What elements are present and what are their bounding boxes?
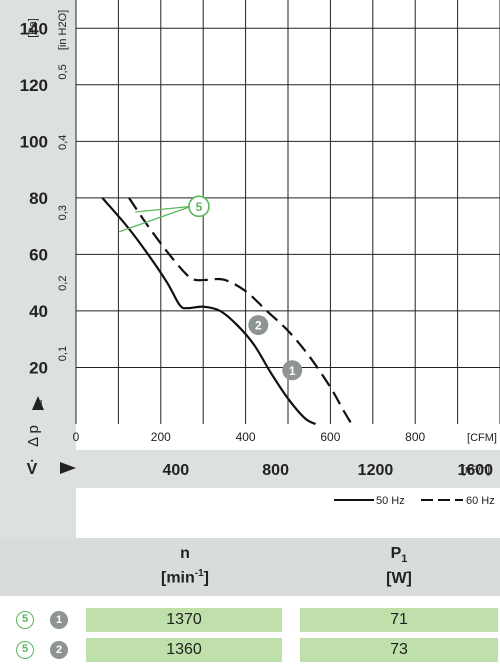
header-power-symbol: P: [390, 545, 402, 562]
header-speed-unit-close: ]: [203, 569, 209, 587]
header-speed-symbol: n: [180, 545, 190, 562]
y-tick-label: 40: [29, 302, 48, 321]
y-tick-label: 60: [29, 245, 48, 264]
series-layer: [101, 197, 353, 426]
header-speed-unit: [min: [160, 569, 195, 587]
y-secondary-tick-label: 0,1: [57, 346, 69, 361]
annotation-label-5: 5: [196, 200, 203, 214]
x-axis-band-m3h: [0, 450, 500, 488]
row-marker-5: 5: [16, 641, 34, 659]
x-tick-label-m3h: 400: [162, 462, 189, 479]
x-axis-label: V̇: [27, 460, 38, 478]
legend-label-50hz: 50 Hz: [376, 495, 405, 507]
header-speed: n [min-1]: [90, 544, 280, 588]
series-line-60hz: [128, 197, 353, 425]
annotation-leader-line: [119, 205, 192, 233]
y-tick-label: 80: [29, 189, 48, 208]
row-marker-5: 5: [16, 611, 34, 629]
y-secondary-tick-label: 0,5: [57, 64, 69, 79]
y-secondary-tick-label: 0,2: [57, 276, 69, 291]
x-axis-arrow-icon: [60, 462, 76, 474]
annotation-label-1: 1: [289, 364, 296, 378]
x-unit-cfm: [CFM]: [467, 432, 497, 444]
header-power: P1 [W]: [300, 544, 498, 589]
y-unit-pa: [Pa]: [27, 18, 39, 38]
row-marker-2: 2: [50, 641, 68, 659]
header-speed-unit-exponent: -1: [194, 568, 204, 579]
x-unit-m3h: [m³/h]: [462, 464, 490, 476]
y-tick-label: 20: [29, 358, 48, 377]
y-axis-label: Δ p: [25, 425, 42, 447]
header-power-subscript: 1: [401, 553, 408, 566]
y-tick-label: 140: [20, 19, 48, 38]
y-tick-label: 120: [20, 76, 48, 95]
y-secondary-tick-label: 0,4: [57, 135, 69, 150]
x-tick-label-m3h: 800: [262, 462, 289, 479]
y-axis-arrow-icon: [32, 396, 44, 410]
x-tick-label-cfm: 800: [405, 430, 425, 444]
table-row: 5 1 1370 71: [0, 608, 500, 634]
speed-value: 1370: [86, 608, 282, 632]
power-value: 71: [300, 608, 498, 632]
annotation-marker-2: [248, 315, 269, 336]
tick-labels: 20 40 60 80 100 120 140 0,1 0,2 0,3 0,4 0,5 0 200 400 6…: [20, 19, 494, 479]
performance-table: n [min-1] P1 [W] 5 1 1370 71 5 2 1360 73: [0, 538, 500, 664]
annotation-marker-5: [188, 195, 210, 218]
x-tick-label-cfm: 0: [73, 430, 80, 444]
row-marker-1: 1: [50, 611, 68, 629]
x-tick-label-m3h: 1200: [358, 462, 394, 479]
fan-performance-chart: 20 40 60 80 100 120 140 0,1 0,2 0,3 0,4 0,5 0 200 400 6…: [0, 0, 500, 538]
y-tick-label: 100: [20, 132, 48, 151]
annotation-marker-1: [282, 360, 303, 381]
speed-value: 1360: [86, 638, 282, 662]
annotation-label-2: 2: [255, 319, 262, 333]
grid-lines: [76, 0, 500, 424]
y-axis-band: [0, 0, 76, 538]
legend-label-60hz: 60 Hz: [466, 495, 495, 507]
table-header: n [min-1] P1 [W]: [0, 538, 500, 596]
header-power-unit: [W]: [386, 570, 412, 588]
series-line-50hz: [101, 197, 317, 426]
y-secondary-tick-label: 0,3: [57, 205, 69, 220]
x-tick-label-cfm: 200: [151, 430, 171, 444]
x-tick-label-cfm: 600: [320, 430, 340, 444]
table-row: 5 2 1360 73: [0, 638, 500, 664]
annotation-leader-line: [135, 205, 192, 213]
annotation-leaders: [119, 205, 192, 233]
x-tick-label-m3h: 1600: [457, 462, 493, 479]
chart-background: [0, 0, 500, 538]
y-unit-inh2o: [in H2O]: [57, 10, 69, 50]
power-value: 73: [300, 638, 498, 662]
annotation-layer: 5 2 1: [188, 195, 303, 381]
x-tick-label-cfm: 400: [236, 430, 256, 444]
